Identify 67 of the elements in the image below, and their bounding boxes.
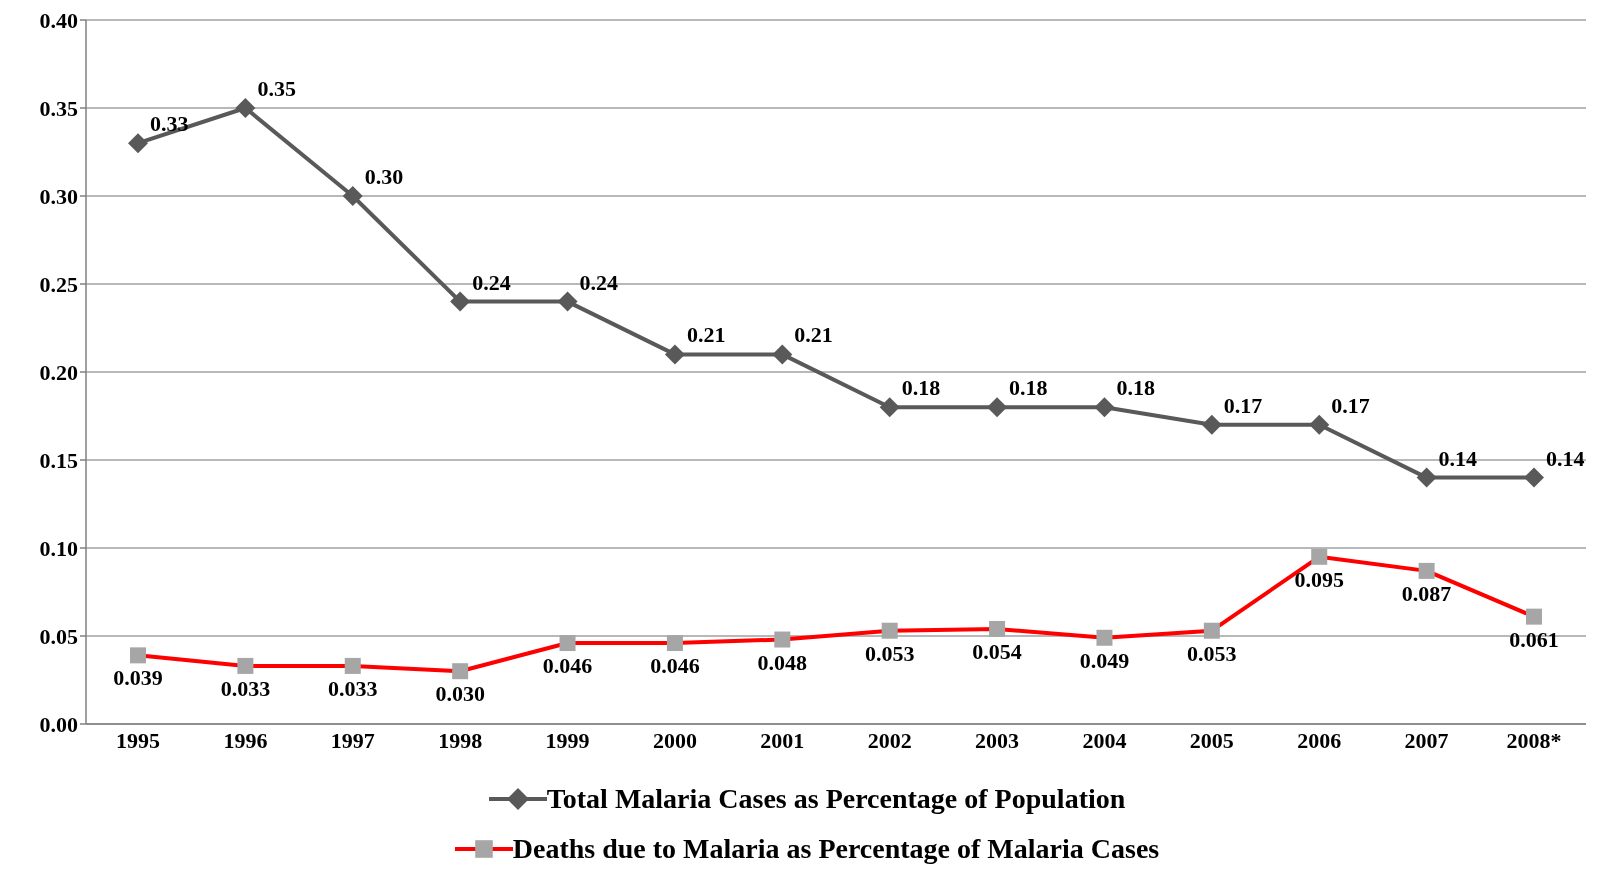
x-tick-label: 2000 [652,727,697,753]
x-tick-label: 1995 [116,727,160,753]
data-label: 0.17 [1331,392,1370,418]
data-label: 0.087 [1401,580,1452,606]
x-tick-label: 2003 [975,727,1020,753]
data-label: 0.24 [579,269,619,295]
x-tick-label: 2007 [1404,727,1449,753]
data-label: 0.030 [435,681,485,707]
x-tick-label: 2002 [867,727,912,753]
x-tick-label: 1996 [223,727,268,753]
data-label: 0.061 [1509,626,1559,652]
data-label: 0.054 [972,638,1022,664]
data-label: 0.053 [864,640,915,666]
data-label: 0.33 [150,111,189,137]
data-label: 0.046 [650,653,700,679]
y-tick-label: 0.30 [39,183,78,209]
data-label: 0.033 [220,675,271,701]
point [450,291,471,312]
y-tick-label: 0.00 [39,711,78,737]
data-label: 0.049 [1079,647,1130,673]
x-tick-label: 1999 [545,727,590,753]
data-label: 0.24 [472,269,511,295]
data-label: 0.18 [1116,375,1155,401]
data-label: 0.18 [901,375,941,401]
y-tick-label: 0.15 [39,447,78,473]
data-label: 0.053 [1187,640,1237,666]
data-label: 0.095 [1294,566,1344,592]
data-label: 0.033 [328,675,378,701]
data-label: 0.21 [794,322,833,348]
x-tick-label: 2008* [1506,727,1562,753]
point [128,133,148,154]
point [1094,397,1115,418]
y-tick-label: 0.20 [39,359,78,385]
point [235,98,256,118]
y-tick-label: 0.35 [39,95,78,121]
point [879,397,900,418]
point [342,186,363,206]
data-label: 0.039 [113,665,163,691]
point [1201,414,1222,435]
point [1416,467,1437,488]
y-tick-label: 0.25 [39,271,78,297]
point [557,291,578,312]
data-label: 0.30 [364,164,404,189]
x-tick-label: 1997 [330,727,375,753]
legend-label: Deaths due to Malaria as Percentage of Malaria Cases [512,833,1160,865]
x-tick-label: 2001 [760,727,805,753]
data-label: 0.35 [257,76,296,101]
data-label: 0.048 [757,649,808,675]
point [772,344,793,365]
data-label: 0.21 [686,322,726,348]
y-tick-label: 0.10 [39,535,78,561]
data-label: 0.18 [1009,375,1048,401]
data-label: 0.17 [1223,392,1263,418]
x-tick-label: 1998 [438,727,483,753]
x-tick-label: 2005 [1189,727,1234,753]
point [987,397,1008,418]
y-tick-label: 0.05 [39,623,78,649]
point [1524,467,1544,488]
point [664,344,685,365]
data-label: 0.14 [1546,445,1585,471]
data-label: 0.046 [542,653,593,679]
point [1309,414,1330,435]
x-tick-label: 2004 [1082,727,1127,753]
y-tick-label: 0.40 [39,7,78,33]
legend-label: Total Malaria Cases as Percentage of Population [546,783,1126,815]
x-tick-label: 2006 [1297,727,1342,753]
data-label: 0.14 [1438,445,1478,471]
